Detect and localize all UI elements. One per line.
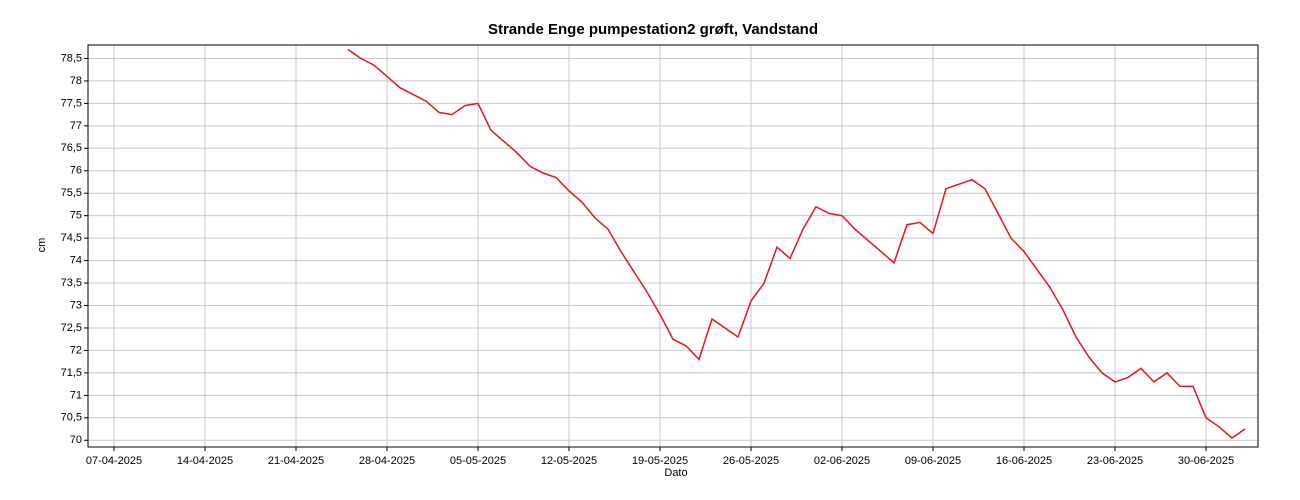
y-axis-label: cm [36, 238, 48, 253]
x-tick-label: 02-06-2025 [814, 455, 870, 467]
y-tick-label: 74,5 [61, 232, 82, 244]
data-line [347, 48, 1246, 439]
y-tick-label: 78,5 [61, 52, 82, 64]
y-tick-label: 73,5 [61, 277, 82, 289]
x-tick-label: 14-04-2025 [177, 455, 233, 467]
x-tick-label: 21-04-2025 [268, 455, 324, 467]
y-tick-label: 70 [70, 434, 82, 446]
y-tick-label: 71 [70, 389, 82, 401]
x-tick-label: 30-06-2025 [1178, 455, 1234, 467]
x-axis-label: Dato [664, 467, 687, 479]
y-tick-label: 72 [70, 344, 82, 356]
y-tick-label: 74 [70, 255, 82, 267]
y-tick-label: 73 [70, 299, 82, 311]
x-tick-label: 19-05-2025 [632, 455, 688, 467]
x-tick-label: 16-06-2025 [996, 455, 1052, 467]
plot-frame [87, 44, 1259, 448]
x-tick-label: 09-06-2025 [905, 455, 961, 467]
chart-title: Strande Enge pumpestation2 grøft, Vandst… [488, 21, 818, 38]
y-tick-label: 70,5 [61, 412, 82, 424]
y-tick-label: 77 [70, 120, 82, 132]
y-tick-label: 75,5 [61, 187, 82, 199]
y-tick-label: 78 [70, 75, 82, 87]
x-tick-label: 07-04-2025 [86, 455, 142, 467]
x-tick-label: 23-06-2025 [1087, 455, 1143, 467]
x-tick-label: 28-04-2025 [359, 455, 415, 467]
y-tick-label: 76,5 [61, 142, 82, 154]
y-tick-label: 75 [70, 210, 82, 222]
x-tick-label: 05-05-2025 [450, 455, 506, 467]
y-tick-label: 77,5 [61, 97, 82, 109]
y-tick-label: 72,5 [61, 322, 82, 334]
y-tick-label: 76 [70, 165, 82, 177]
y-tick-label: 71,5 [61, 367, 82, 379]
x-tick-label: 26-05-2025 [723, 455, 779, 467]
x-tick-label: 12-05-2025 [541, 455, 597, 467]
